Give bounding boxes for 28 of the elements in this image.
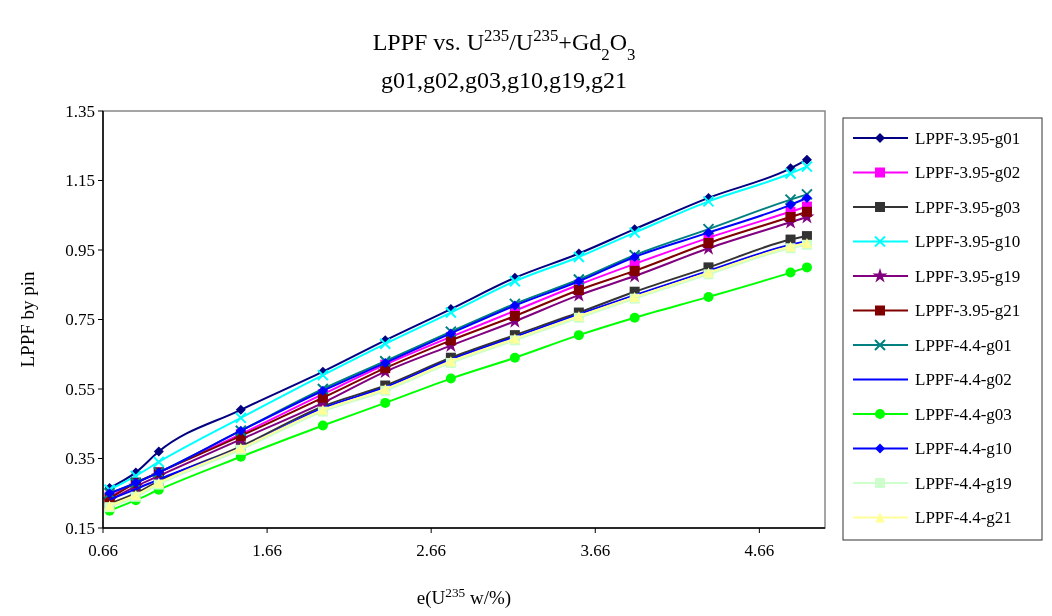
legend-label: LPPF-4.4-g01 <box>915 335 1012 355</box>
chart-subtitle: g01,g02,g03,g10,g19,g21 <box>381 67 627 93</box>
y-axis-title: LPPF by pin <box>17 270 38 368</box>
legend-label: LPPF-4.4-g19 <box>915 473 1012 493</box>
legend-label: LPPF-3.95-g19 <box>915 266 1021 286</box>
x-tick-label: 0.66 <box>88 541 118 560</box>
y-tick-label: 0.95 <box>65 240 95 260</box>
y-tick-label: 1.35 <box>65 101 95 121</box>
chart-title: LPPF vs. U$^{235}$/U$^{235}$+Gd$_{2}$O$_{3}$ <box>372 25 636 64</box>
legend-label: LPPF-3.95-g03 <box>915 197 1021 217</box>
y-tick-label: 0.75 <box>65 310 95 330</box>
legend-label: LPPF-3.95-g21 <box>915 301 1021 321</box>
legend-label: LPPF-4.4-g10 <box>915 439 1012 459</box>
x-axis-title: e(U$^{235}$ w/%) <box>416 584 512 609</box>
x-tick-label: 3.66 <box>580 541 611 560</box>
y-tick-label: 1.15 <box>65 171 95 191</box>
legend-label: LPPF-3.95-g10 <box>915 232 1021 252</box>
y-tick-label: 0.55 <box>65 379 95 399</box>
x-tick-label: 4.66 <box>744 541 775 560</box>
y-tick-label: 0.35 <box>65 449 95 469</box>
x-tick-label: 2.66 <box>416 541 447 560</box>
x-tick-label: 1.66 <box>252 541 282 560</box>
y-tick-label: 0.15 <box>65 518 95 538</box>
legend-label: LPPF-3.95-g02 <box>915 163 1021 183</box>
legend-label: LPPF-4.4-g03 <box>915 404 1012 424</box>
legend-label: LPPF-4.4-g02 <box>915 370 1012 390</box>
legend-label: LPPF-3.95-g01 <box>915 128 1021 148</box>
legend-label: LPPF-4.4-g21 <box>915 508 1012 528</box>
